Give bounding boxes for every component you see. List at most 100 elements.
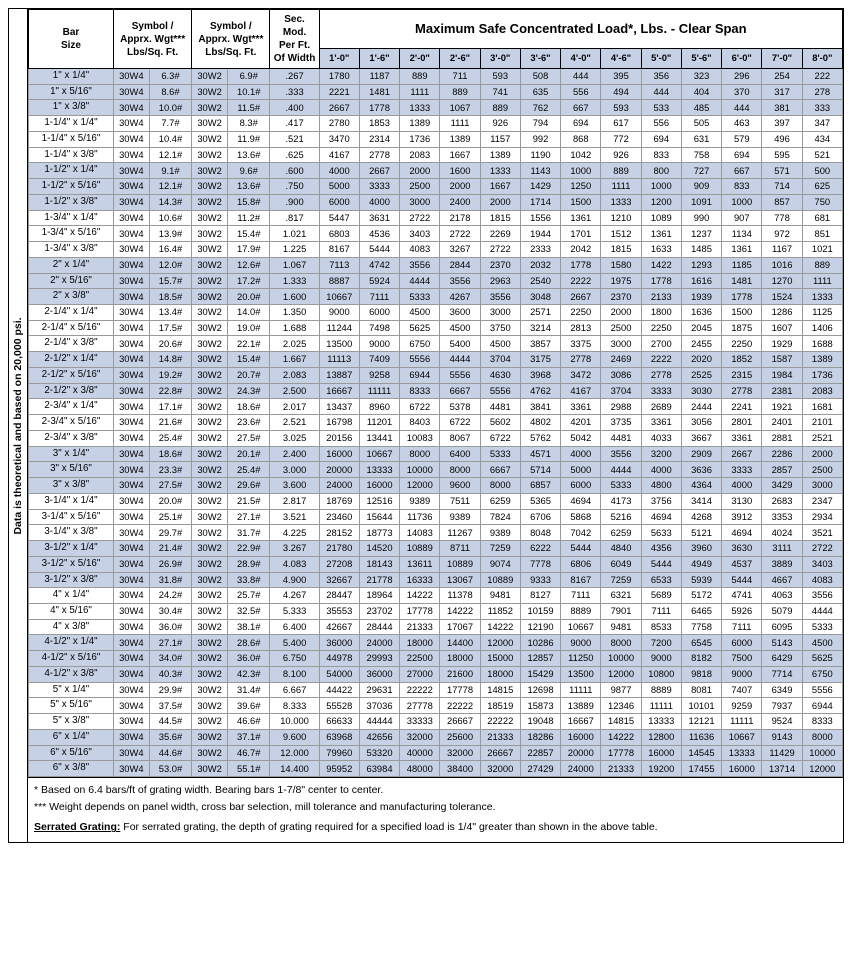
table-row: 4-1/2" x 1/4"30W427.1#30W228.6#5.4003600… xyxy=(29,635,843,651)
value-cell: 521 xyxy=(802,147,842,163)
value-cell: 5378 xyxy=(440,399,480,415)
value-cell: 5400 xyxy=(440,336,480,352)
bar-size-cell: 2-1/4" x 3/8" xyxy=(29,336,114,352)
value-cell: 30W2 xyxy=(192,446,228,462)
value-cell: 5143 xyxy=(762,635,802,651)
value-cell: 1944 xyxy=(520,226,560,242)
value-cell: 7901 xyxy=(601,603,641,619)
value-cell: 30W2 xyxy=(192,666,228,682)
value-cell: 4694 xyxy=(722,525,762,541)
value-cell: 13333 xyxy=(359,462,399,478)
value-cell: 12698 xyxy=(520,682,560,698)
value-cell: 10000 xyxy=(802,745,842,761)
value-cell: 4364 xyxy=(681,478,721,494)
value-cell: 800 xyxy=(641,163,681,179)
value-cell: 2683 xyxy=(762,493,802,509)
value-cell: 3361 xyxy=(641,415,681,431)
value-cell: 9074 xyxy=(480,556,520,572)
value-cell: 772 xyxy=(601,131,641,147)
value-cell: 5121 xyxy=(681,525,721,541)
span-header: 4'-6" xyxy=(601,49,641,69)
value-cell: 30W2 xyxy=(192,462,228,478)
value-cell: 32000 xyxy=(400,729,440,745)
value-cell: 30W2 xyxy=(192,541,228,557)
value-cell: 14222 xyxy=(440,603,480,619)
value-cell: 1587 xyxy=(762,352,802,368)
value-cell: 2042 xyxy=(561,242,601,258)
value-cell: 1.350 xyxy=(270,305,319,321)
span-header: 2'-0" xyxy=(400,49,440,69)
value-cell: 1111 xyxy=(802,273,842,289)
value-cell: 397 xyxy=(762,116,802,132)
value-cell: 3056 xyxy=(681,415,721,431)
value-cell: 833 xyxy=(722,179,762,195)
value-cell: 31.7# xyxy=(227,525,269,541)
value-cell: 463 xyxy=(722,116,762,132)
value-cell: 12516 xyxy=(359,493,399,509)
value-cell: 593 xyxy=(601,100,641,116)
value-cell: 30W2 xyxy=(192,682,228,698)
value-cell: 12.000 xyxy=(270,745,319,761)
value-cell: 16000 xyxy=(319,446,359,462)
value-cell: 2.400 xyxy=(270,446,319,462)
value-cell: 4481 xyxy=(601,430,641,446)
value-cell: 5444 xyxy=(561,541,601,557)
value-cell: 30W2 xyxy=(192,210,228,226)
value-cell: 1736 xyxy=(802,367,842,383)
value-cell: 29631 xyxy=(359,682,399,698)
value-cell: 30W4 xyxy=(113,352,149,368)
value-cell: 8167 xyxy=(319,242,359,258)
value-cell: 3.600 xyxy=(270,478,319,494)
bar-size-cell: 1-1/2" x 5/16" xyxy=(29,179,114,195)
value-cell: 3333 xyxy=(722,462,762,478)
value-cell: 30W2 xyxy=(192,336,228,352)
bar-size-cell: 5" x 5/16" xyxy=(29,698,114,714)
value-cell: 11429 xyxy=(762,745,802,761)
footnote-c-label: Serrated Grating: xyxy=(34,821,120,833)
value-cell: 10159 xyxy=(520,603,560,619)
value-cell: 10083 xyxy=(400,430,440,446)
table-row: 4" x 1/4"30W424.2#30W225.7#4.26728447189… xyxy=(29,588,843,604)
value-cell: 30W2 xyxy=(192,305,228,321)
value-cell: 28447 xyxy=(319,588,359,604)
value-cell: 24000 xyxy=(561,761,601,777)
value-cell: 30W2 xyxy=(192,289,228,305)
value-cell: 30W4 xyxy=(113,509,149,525)
value-cell: 30W4 xyxy=(113,163,149,179)
value-cell: 14.400 xyxy=(270,761,319,777)
value-cell: 24.2# xyxy=(149,588,191,604)
table-row: 1-1/4" x 1/4"30W47.7#30W28.3#.4172780185… xyxy=(29,116,843,132)
value-cell: 28152 xyxy=(319,525,359,541)
value-cell: 4800 xyxy=(641,478,681,494)
value-cell: 6857 xyxy=(520,478,560,494)
value-cell: 27000 xyxy=(400,666,440,682)
value-cell: 6000 xyxy=(561,478,601,494)
table-row: 1-1/4" x 5/16"30W410.4#30W211.9#.5213470… xyxy=(29,131,843,147)
value-cell: 30W4 xyxy=(113,698,149,714)
value-cell: 2045 xyxy=(681,320,721,336)
value-cell: 4444 xyxy=(400,273,440,289)
value-cell: 1361 xyxy=(641,226,681,242)
value-cell: 333 xyxy=(802,100,842,116)
value-cell: 14400 xyxy=(440,635,480,651)
table-row: 6" x 1/4"30W435.6#30W237.1#9.60063968426… xyxy=(29,729,843,745)
value-cell: 8533 xyxy=(641,619,681,635)
value-cell: 6349 xyxy=(762,682,802,698)
value-cell: 2241 xyxy=(722,399,762,415)
value-cell: 2222 xyxy=(641,352,681,368)
value-cell: 30W4 xyxy=(113,226,149,242)
value-cell: .333 xyxy=(270,84,319,100)
value-cell: 20.1# xyxy=(227,446,269,462)
value-cell: 30W4 xyxy=(113,100,149,116)
value-cell: 2667 xyxy=(359,163,399,179)
value-cell: 7758 xyxy=(681,619,721,635)
value-cell: 1.600 xyxy=(270,289,319,305)
value-cell: 11111 xyxy=(359,383,399,399)
value-cell: 1667 xyxy=(480,179,520,195)
value-cell: 25.4# xyxy=(227,462,269,478)
value-cell: 485 xyxy=(681,100,721,116)
value-cell: 30W2 xyxy=(192,399,228,415)
table-row: 3" x 3/8"30W427.5#30W229.6#3.60024000160… xyxy=(29,478,843,494)
value-cell: 30W4 xyxy=(113,666,149,682)
value-cell: 63984 xyxy=(359,761,399,777)
